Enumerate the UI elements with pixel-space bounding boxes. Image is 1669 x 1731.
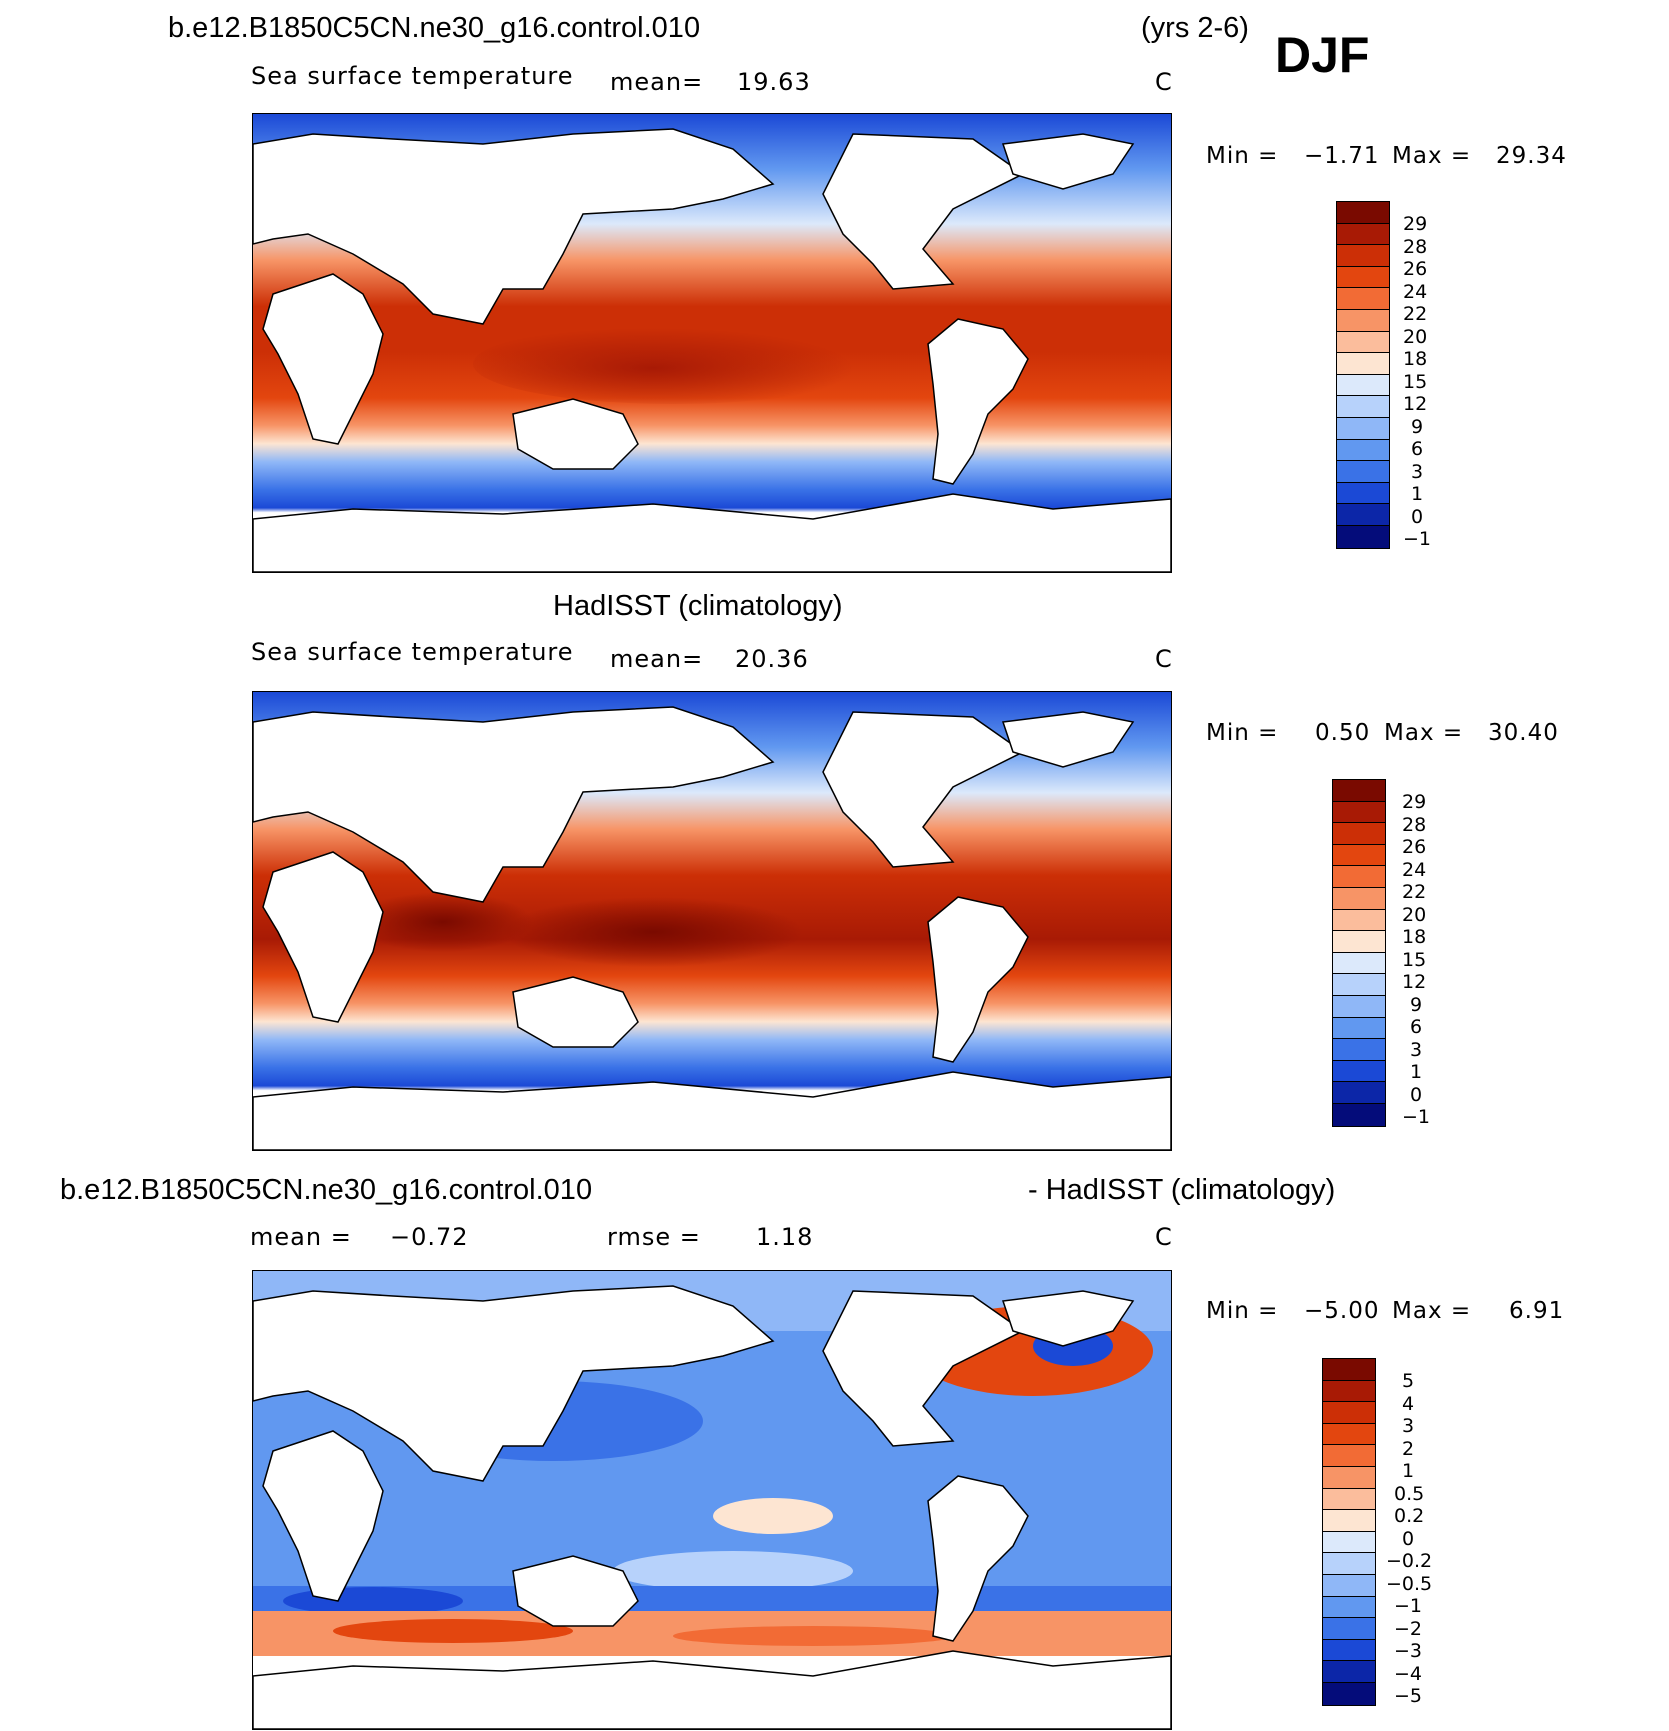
panel1-min-value: −1.71 [1304,143,1380,169]
panel2-level: 28 [1402,814,1427,836]
panel1-colorbar [1336,201,1390,549]
panel3-level: 2 [1402,1438,1415,1460]
panel2-level: 26 [1402,836,1427,858]
panel1-level: 9 [1411,416,1424,438]
panel2-mean-value: 20.36 [735,645,809,673]
panel1-level: 15 [1403,371,1428,393]
panel3-level: 4 [1402,1393,1415,1415]
panel2-level: 20 [1402,904,1427,926]
panel2-level: 15 [1402,949,1427,971]
panel3-rmse-value: 1.18 [756,1223,814,1251]
panel2-level: 29 [1402,791,1427,813]
years-label: (yrs 2-6) [1141,12,1249,44]
panel3-level: 0 [1402,1528,1415,1550]
panel3-units: C [1155,1223,1173,1251]
panel2-level: −1 [1402,1106,1431,1128]
panel3-level: 5 [1402,1370,1415,1392]
panel3-map-svg [253,1271,1171,1729]
panel2-mean-label: mean= [610,645,704,673]
panel1-map-svg [253,114,1171,572]
panel1-level: 26 [1403,258,1428,280]
panel1-variable: Sea surface temperature [251,62,574,90]
panel3-level: −0.2 [1386,1550,1433,1572]
panel2-min-value: 0.50 [1315,720,1371,746]
panel1-level: −1 [1403,528,1432,550]
panel1-level: 28 [1403,236,1428,258]
panel2-colorbar [1332,779,1386,1127]
panel1-max-label: Max = [1392,143,1472,169]
panel3-level: 1 [1402,1460,1415,1482]
panel2-map [252,691,1172,1151]
panel2-max-label: Max = [1384,720,1464,746]
panel3-level: 3 [1402,1415,1415,1437]
panel2-title: HadISST (climatology) [553,590,843,622]
panel3-title-right: - HadISST (climatology) [1028,1174,1336,1206]
panel2-level: 12 [1402,971,1427,993]
panel3-colorbar [1322,1358,1376,1706]
panel3-max-value: 6.91 [1509,1298,1565,1324]
panel2-level: 6 [1410,1016,1423,1038]
panel1-level: 0 [1411,506,1424,528]
panel2-level: 9 [1410,994,1423,1016]
panel3-level: −2 [1394,1618,1423,1640]
season-label: DJF [1275,27,1370,83]
panel3-min-value: −5.00 [1304,1298,1380,1324]
panel1-level: 1 [1411,483,1424,505]
panel2-min-label: Min = [1206,720,1279,746]
panel3-level: 0.2 [1394,1505,1425,1527]
panel2-units: C [1155,645,1173,673]
panel3-level: −4 [1394,1663,1423,1685]
panel2-map-svg [253,692,1171,1150]
panel1-map [252,113,1172,573]
panel1-units: C [1155,68,1173,96]
panel2-level: 1 [1410,1061,1423,1083]
panel1-mean-value: 19.63 [737,68,811,96]
panel1-mean-label: mean= [610,68,704,96]
panel3-level: 0.5 [1394,1483,1425,1505]
panel1-level: 3 [1411,461,1424,483]
panel3-level: −1 [1394,1595,1423,1617]
panel3-level: −0.5 [1386,1573,1433,1595]
panel3-level: −5 [1394,1685,1423,1707]
panel1-level: 20 [1403,326,1428,348]
panel1-level: 29 [1403,213,1428,235]
panel3-max-label: Max = [1392,1298,1472,1324]
panel3-level: −3 [1394,1640,1423,1662]
panel3-map [252,1270,1172,1730]
panel1-level: 18 [1403,348,1428,370]
panel2-level: 0 [1410,1084,1423,1106]
panel2-level: 24 [1402,859,1427,881]
panel3-min-label: Min = [1206,1298,1279,1324]
panel2-level: 22 [1402,881,1427,903]
panel2-variable: Sea surface temperature [251,638,574,666]
panel3-mean-label: mean = [250,1223,352,1251]
case-title: b.e12.B1850C5CN.ne30_g16.control.010 [168,12,701,44]
panel3-mean-value: −0.72 [390,1223,469,1251]
panel1-level: 22 [1403,303,1428,325]
panel2-level: 18 [1402,926,1427,948]
panel3-rmse-label: rmse = [607,1223,701,1251]
panel1-level: 12 [1403,393,1428,415]
panel2-max-value: 30.40 [1488,720,1559,746]
panel1-level: 24 [1403,281,1428,303]
panel3-title-left: b.e12.B1850C5CN.ne30_g16.control.010 [60,1174,593,1206]
panel1-max-value: 29.34 [1496,143,1567,169]
panel1-min-label: Min = [1206,143,1279,169]
panel1-level: 6 [1411,438,1424,460]
panel2-level: 3 [1410,1039,1423,1061]
